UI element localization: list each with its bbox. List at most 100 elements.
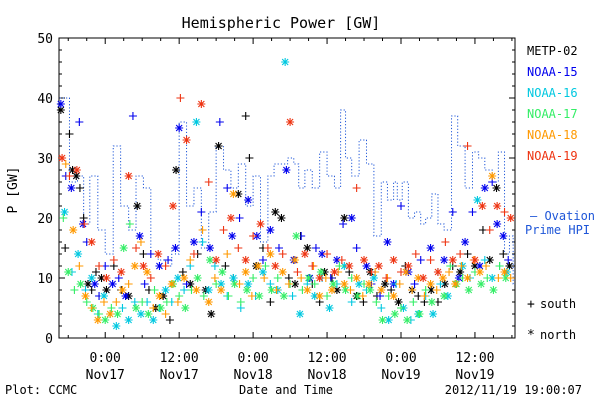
data-point-north — [181, 304, 190, 312]
data-point-north — [118, 286, 127, 294]
data-point-north — [286, 118, 295, 126]
data-point-north — [278, 268, 287, 276]
data-point-south — [162, 298, 171, 306]
data-point-south — [199, 292, 208, 300]
legend-entry: NOAA-16 — [527, 86, 578, 100]
data-point-north — [155, 292, 164, 300]
data-point-south — [347, 298, 356, 306]
data-point-south — [504, 256, 513, 264]
data-point-north — [362, 262, 371, 270]
data-point-south — [495, 262, 504, 270]
data-point-south — [335, 262, 344, 270]
data-point-north — [374, 262, 383, 270]
data-point-north — [426, 280, 435, 288]
data-point-north — [258, 268, 267, 276]
data-point-south — [448, 208, 457, 216]
data-point-north — [154, 250, 163, 258]
data-point-south — [506, 274, 515, 282]
data-point-south — [445, 268, 454, 276]
data-point-north — [83, 280, 92, 288]
data-point-north — [167, 280, 176, 288]
data-point-north — [438, 274, 447, 282]
data-point-north — [173, 274, 182, 282]
data-point-south — [128, 112, 137, 120]
data-point-north — [366, 286, 375, 294]
data-point-north — [124, 172, 133, 180]
data-point-north — [102, 286, 111, 294]
data-point-south — [308, 262, 317, 270]
data-point-north — [340, 262, 349, 270]
data-point-north — [448, 256, 457, 264]
data-point-north — [135, 232, 144, 240]
y-axis-label: P [GW] — [6, 167, 21, 214]
x-tick-date-label: Nov17 — [160, 368, 199, 383]
data-point-north — [377, 286, 386, 294]
data-point-south — [235, 280, 244, 288]
data-point-north — [205, 256, 214, 264]
data-point-south — [397, 202, 405, 210]
data-point-north — [68, 166, 77, 174]
data-point-south — [241, 112, 250, 120]
data-point-north — [81, 292, 90, 300]
ovation-prime-hpi-line — [59, 97, 515, 285]
legend-entry: METP-02 — [527, 44, 578, 58]
data-point-south — [70, 286, 79, 294]
legend-entry: NOAA-15 — [527, 65, 578, 79]
data-point-south — [273, 274, 282, 282]
data-point-south — [80, 220, 89, 228]
data-point-north — [279, 292, 288, 300]
data-point-south — [65, 130, 74, 138]
data-point-south — [463, 142, 472, 150]
data-point-south — [139, 250, 148, 258]
data-point-north — [493, 220, 502, 228]
y-axis-ticks: 0 10 20 30 40 50 — [37, 32, 515, 347]
data-point-north — [229, 274, 238, 282]
data-point-north — [256, 220, 265, 228]
y-tick-label: 50 — [37, 32, 53, 47]
y-tick-label: 10 — [37, 272, 53, 287]
data-point-south — [175, 292, 184, 300]
data-point-south — [224, 292, 233, 300]
data-point-south — [382, 274, 391, 282]
series-noaa-16 — [60, 58, 511, 330]
marker-legend-label: south — [540, 297, 576, 311]
data-point-north — [470, 256, 479, 264]
data-point-north — [217, 286, 226, 294]
data-point-south — [499, 250, 508, 258]
data-point-south — [79, 214, 88, 222]
data-point-north — [204, 298, 213, 306]
data-point-south — [210, 262, 219, 270]
data-point-north — [463, 274, 472, 282]
data-point-north — [329, 280, 338, 288]
data-point-north — [102, 274, 111, 282]
data-point-south — [118, 304, 127, 312]
data-point-south — [297, 274, 306, 282]
plot-timestamp: 2012/11/19 19:00:07 — [445, 383, 582, 397]
data-point-north — [266, 250, 275, 258]
x-tick-time-label: 12:00 — [160, 351, 199, 366]
chart-title: Hemispheric Power [GW] — [182, 14, 381, 32]
ovation-legend: — Ovation Prime HPI — [525, 209, 595, 237]
data-point-south — [87, 304, 96, 312]
data-point-north — [60, 208, 69, 216]
data-point-north — [271, 262, 280, 270]
data-point-north — [378, 316, 387, 324]
data-point-north — [304, 274, 313, 282]
data-point-north — [282, 166, 291, 174]
data-point-north — [488, 274, 497, 282]
data-point-south — [136, 238, 145, 246]
y-tick-label: 30 — [37, 152, 53, 167]
x-axis-label: Date and Time — [239, 383, 333, 397]
data-point-north — [101, 316, 110, 324]
data-point-north — [241, 256, 250, 264]
data-point-south — [107, 304, 116, 312]
data-point-south — [387, 286, 396, 294]
data-point-north — [489, 286, 498, 294]
legend-entry: NOAA-17 — [527, 107, 578, 121]
data-point-south — [182, 280, 191, 288]
data-point-south — [186, 256, 195, 264]
x-tick-time-label: 0:00 — [90, 351, 121, 366]
data-point-south — [311, 244, 320, 252]
data-point-north — [155, 262, 164, 270]
data-point-south — [372, 298, 381, 306]
